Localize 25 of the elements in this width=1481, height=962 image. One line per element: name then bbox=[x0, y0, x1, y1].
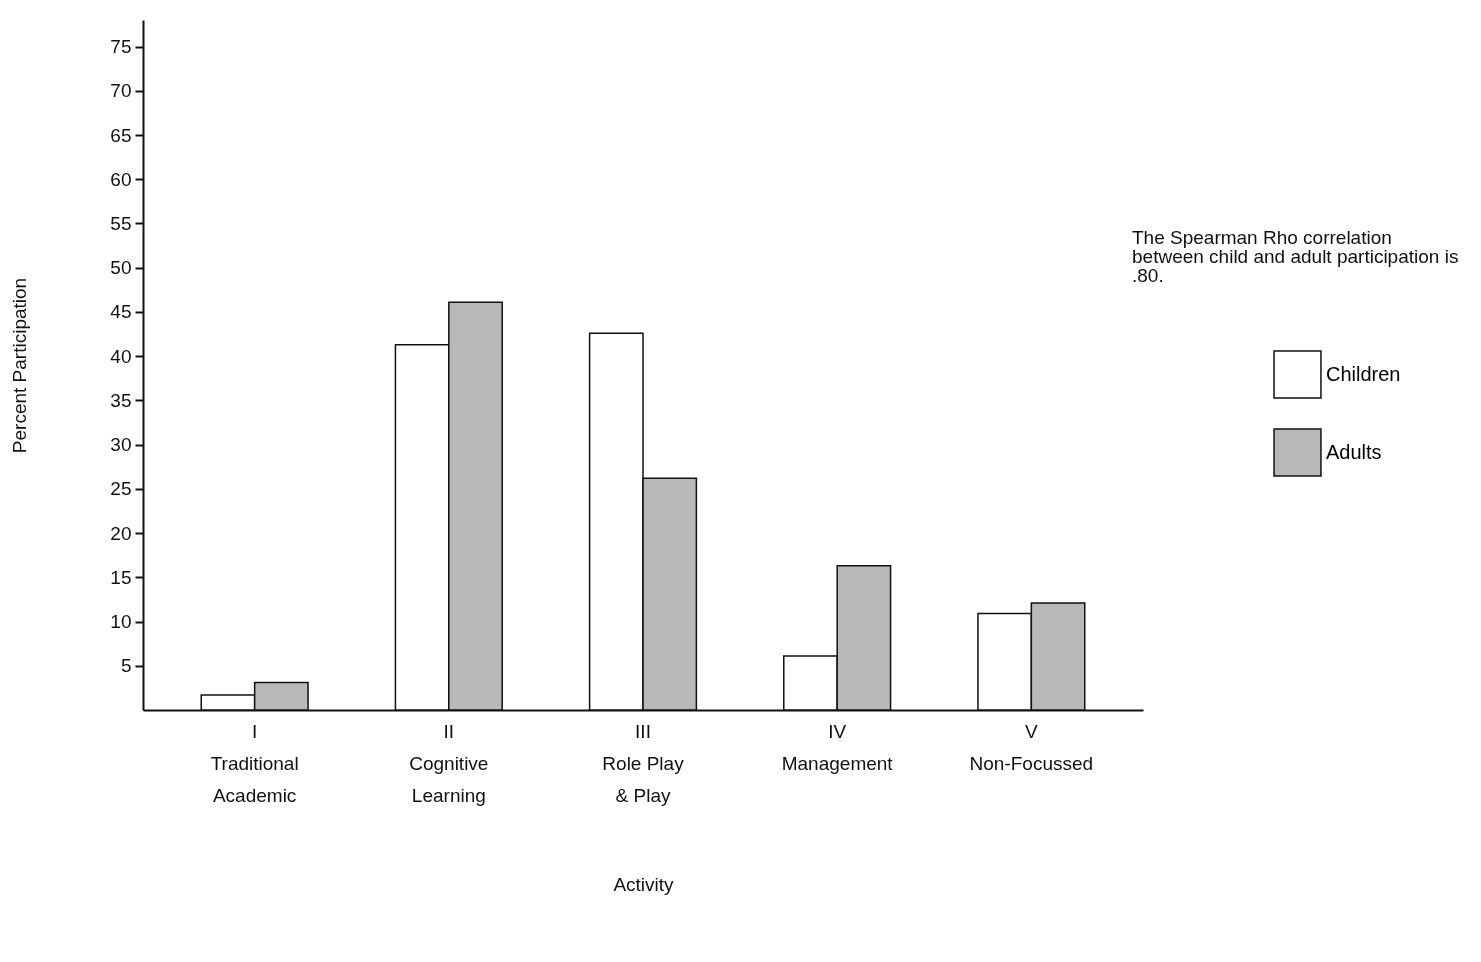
legend-label: Adults bbox=[1326, 440, 1382, 463]
y-tick-label: 75 bbox=[110, 36, 132, 58]
y-tick-label: 15 bbox=[110, 566, 132, 588]
y-tick-label: 20 bbox=[110, 522, 132, 544]
y-tick-label: 70 bbox=[110, 80, 132, 102]
y-tick-label: 5 bbox=[120, 655, 132, 677]
y-tick-label: 60 bbox=[110, 168, 132, 190]
y-tick-label: 50 bbox=[110, 257, 132, 279]
y-tick-label: 30 bbox=[110, 434, 132, 456]
y-tick-label: 65 bbox=[110, 124, 132, 146]
x-tick-label: IV Management bbox=[781, 720, 894, 774]
y-tick-label: 40 bbox=[110, 345, 132, 367]
y-tick-label: 25 bbox=[110, 478, 132, 500]
y-tick-label: 55 bbox=[110, 212, 132, 234]
x-tick-label: II Cognitive Learning bbox=[409, 720, 489, 806]
x-tick-label: III Role Play & Play bbox=[602, 720, 685, 806]
y-axis-title: Percent Participation bbox=[9, 277, 31, 454]
y-tick-label: 45 bbox=[110, 301, 132, 323]
y-tick-label: 35 bbox=[110, 389, 132, 411]
annotation: The Spearman Rho correlation between child and adult participation is .80. bbox=[1132, 227, 1460, 286]
x-axis-title: Activity bbox=[613, 873, 675, 895]
x-tick-label: V Non-Focussed bbox=[969, 720, 1094, 774]
y-tick-label: 10 bbox=[110, 611, 132, 633]
legend-label: Children bbox=[1326, 362, 1401, 385]
x-tick-label: I Traditional Academic bbox=[210, 720, 299, 806]
